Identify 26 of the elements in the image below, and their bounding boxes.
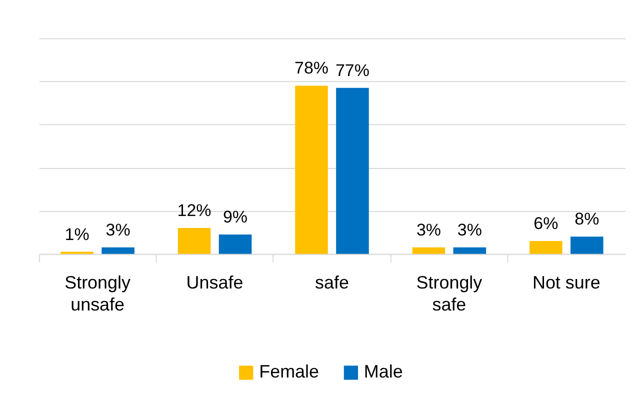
legend-label: Male bbox=[364, 362, 403, 382]
x-tick-label: Strongly safe bbox=[416, 272, 482, 314]
bar bbox=[530, 240, 562, 254]
x-tick-label: safe bbox=[314, 272, 349, 292]
data-label: 3% bbox=[106, 220, 130, 240]
bar bbox=[570, 236, 604, 254]
data-label: 3% bbox=[416, 220, 441, 240]
data-label: 78% bbox=[294, 58, 328, 78]
x-tick-label: Strongly unsafe bbox=[64, 272, 131, 314]
data-label: 3% bbox=[457, 220, 482, 240]
data-label: 12% bbox=[177, 201, 212, 220]
data-label: 77% bbox=[335, 60, 370, 80]
data-label: 8% bbox=[574, 210, 600, 229]
data-label: 1% bbox=[64, 224, 90, 244]
bar bbox=[336, 88, 369, 254]
bar bbox=[295, 86, 328, 254]
data-label: 9% bbox=[222, 208, 248, 227]
bar bbox=[218, 234, 252, 254]
data-label: 6% bbox=[534, 214, 558, 233]
x-tick-label: Not sure bbox=[532, 272, 600, 292]
legend-label: Female bbox=[259, 362, 320, 382]
bar bbox=[412, 247, 446, 254]
bar bbox=[453, 247, 486, 254]
x-tick-label: Unsafe bbox=[186, 272, 244, 292]
bar bbox=[102, 247, 134, 254]
bar bbox=[178, 228, 211, 254]
